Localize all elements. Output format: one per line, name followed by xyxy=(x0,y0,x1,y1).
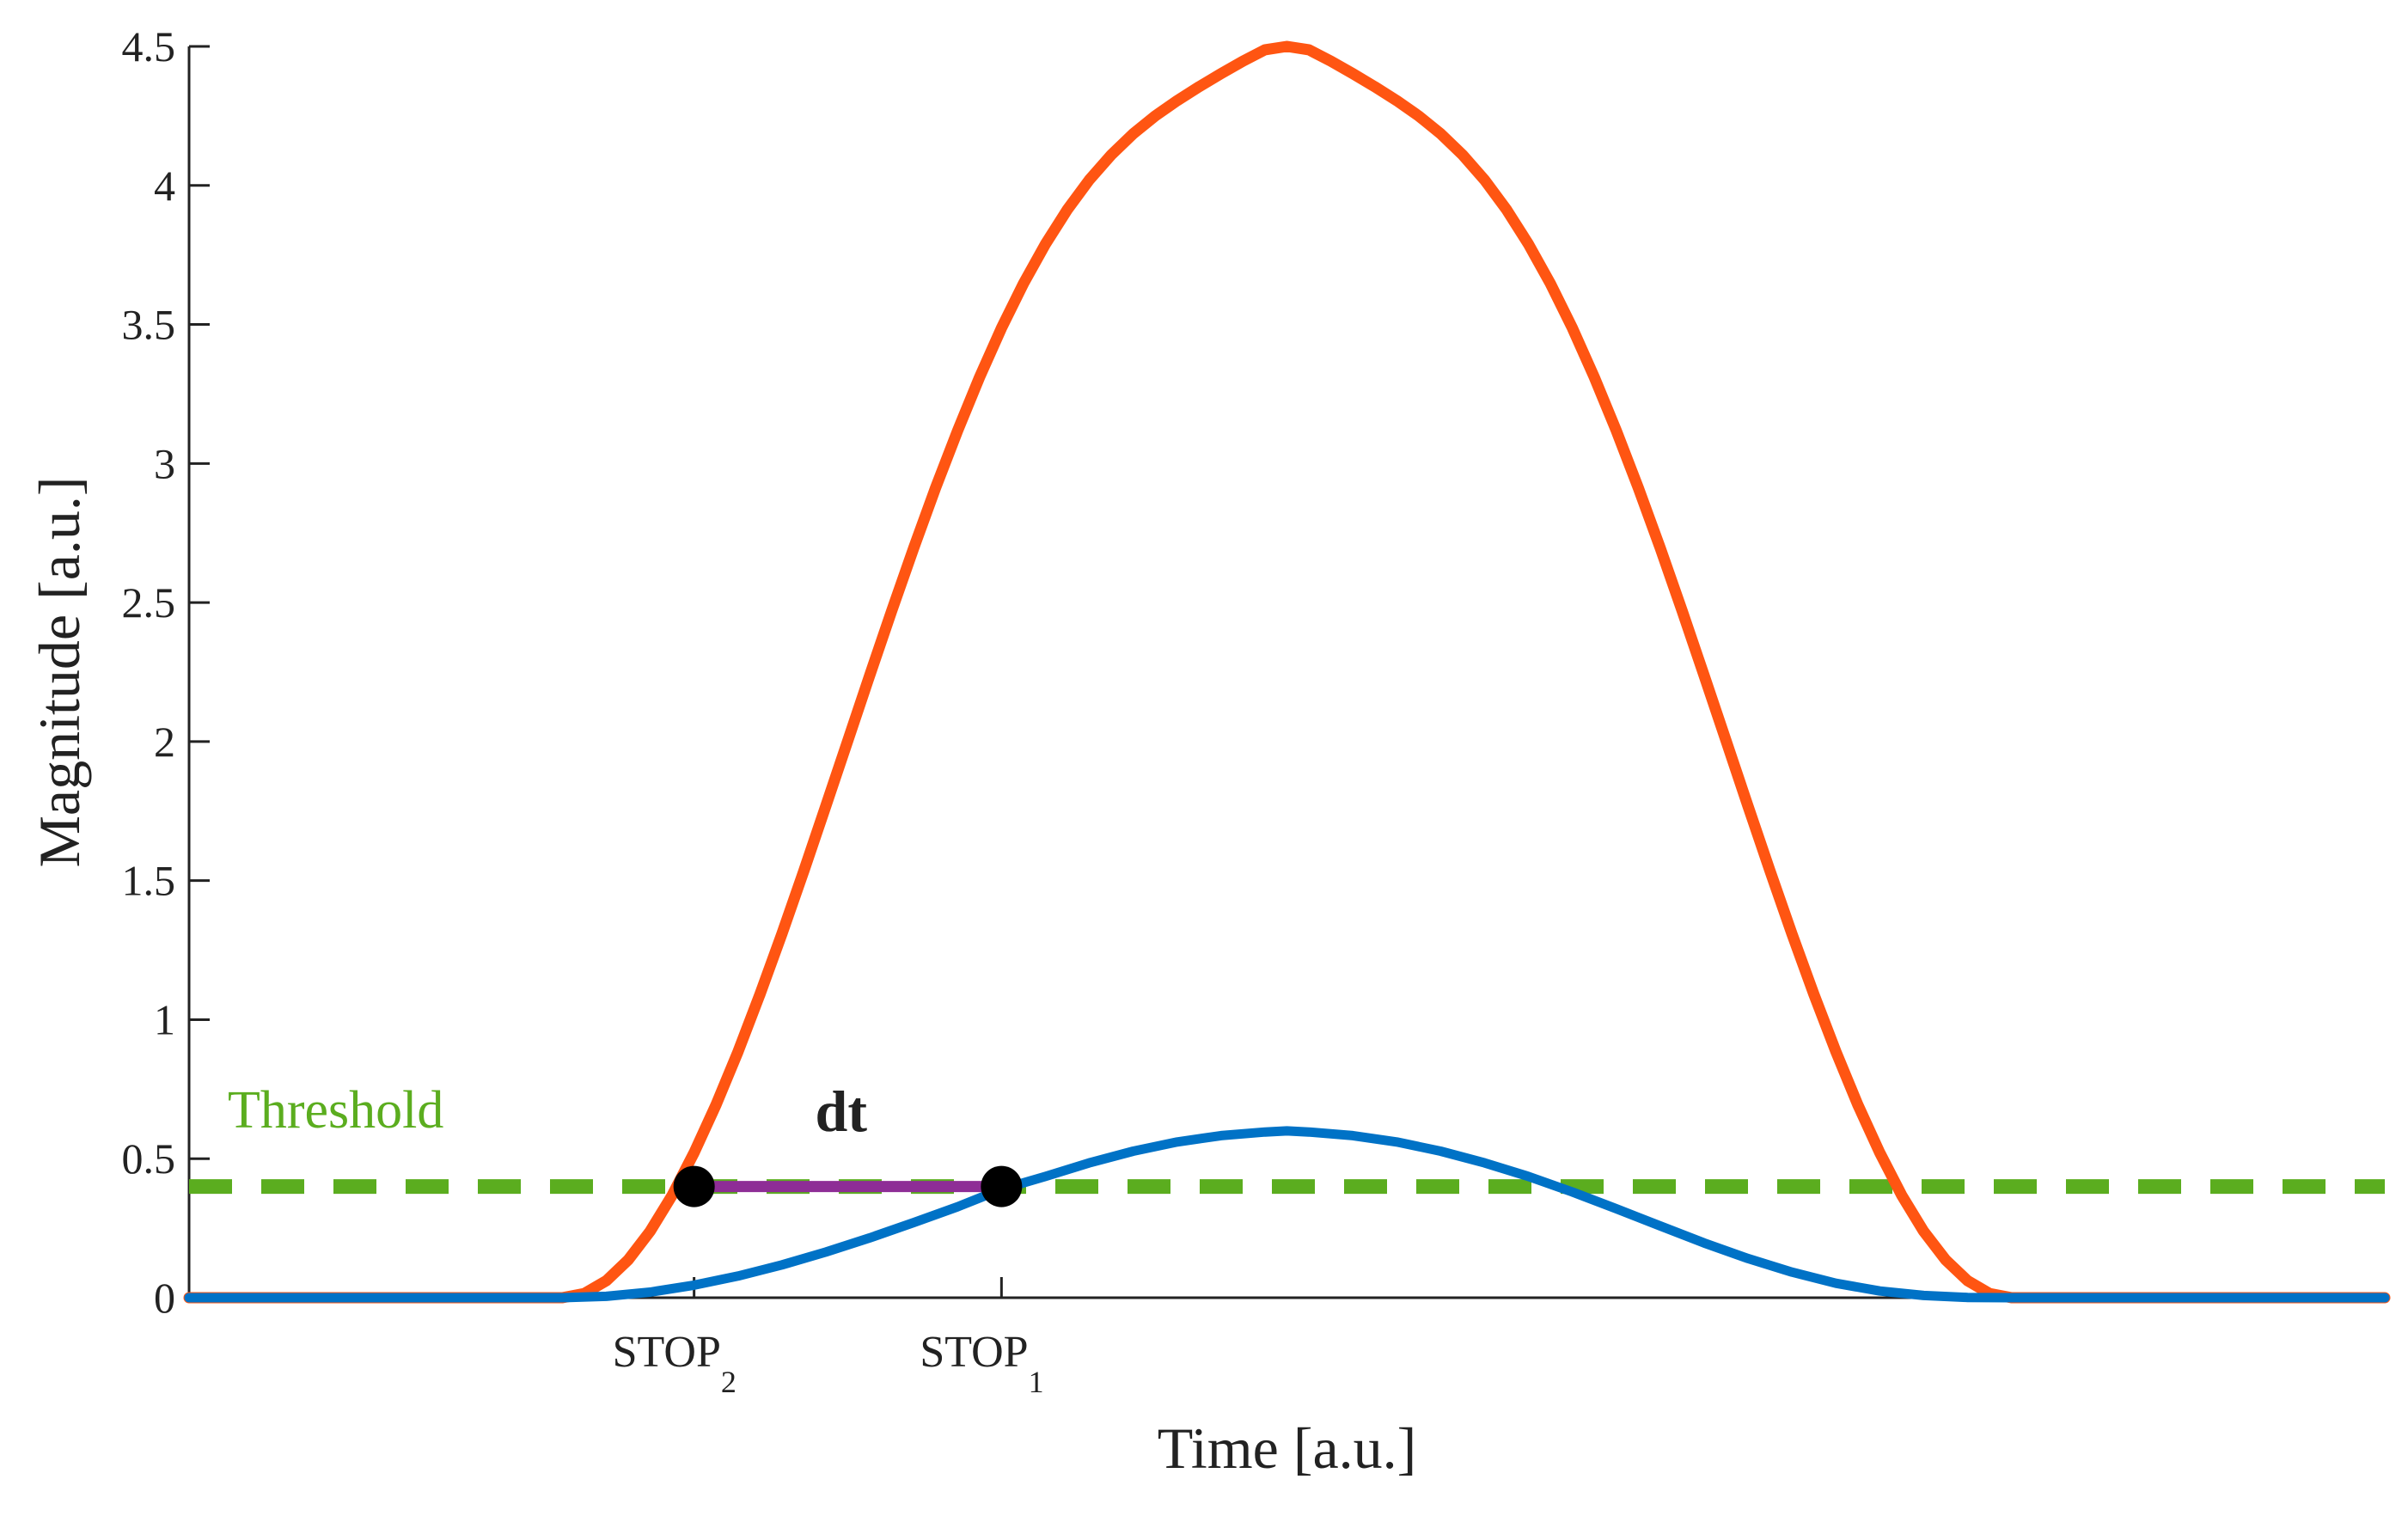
y-ticks: 0 0.5 1 1.5 2 2.5 3 3.5 4 4.5 xyxy=(122,22,210,1322)
stop-marker xyxy=(673,1165,715,1207)
axes xyxy=(187,46,2385,1299)
x-axis-title: Time [a.u.] xyxy=(1158,1415,1417,1481)
y-tick-label: 3 xyxy=(154,439,175,487)
y-tick-label: 1 xyxy=(154,995,175,1043)
series-line-large-response xyxy=(183,40,2391,1304)
y-tick-label: 2.5 xyxy=(122,578,176,627)
y-tick-label: 4.5 xyxy=(122,22,176,70)
stop-marker xyxy=(981,1165,1023,1207)
stop-markers xyxy=(673,1165,1023,1207)
x-tick-label: STOP1 xyxy=(920,1328,1043,1399)
y-axis-title: Magnitude [a.u.] xyxy=(27,476,92,867)
y-tick-label: 4 xyxy=(154,162,175,210)
y-tick-label: 1.5 xyxy=(122,857,176,905)
y-tick-label: 0.5 xyxy=(122,1134,176,1183)
x-ticks: STOP2 STOP1 xyxy=(613,1277,1044,1399)
y-tick-label: 2 xyxy=(154,718,175,766)
threshold-label: Threshold xyxy=(228,1081,443,1140)
y-tick-label: 3.5 xyxy=(122,301,176,349)
y-tick-label: 0 xyxy=(154,1274,175,1322)
series-line-small-response xyxy=(184,1126,2390,1303)
dt-label: dt xyxy=(816,1079,868,1144)
x-tick-label: STOP2 xyxy=(613,1328,736,1399)
